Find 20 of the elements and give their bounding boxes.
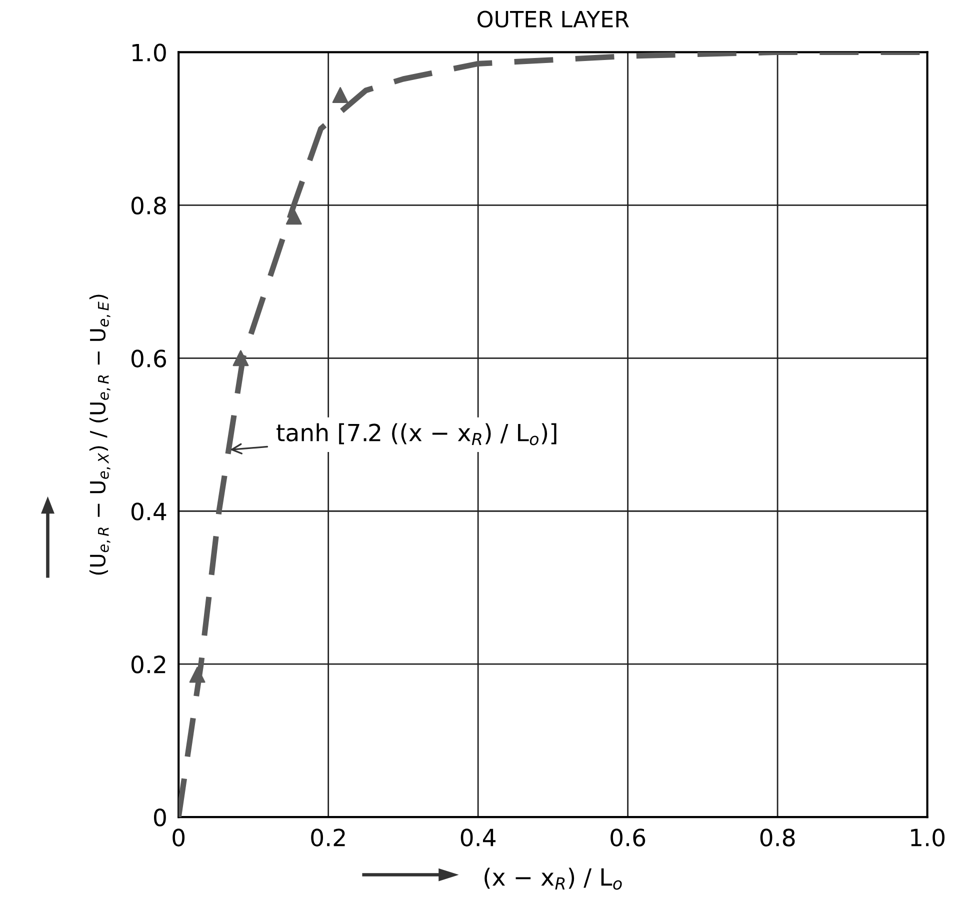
point <box>332 87 348 104</box>
y-tick-label: 0.8 <box>131 196 166 214</box>
x-tick-label: 0.6 <box>610 828 646 846</box>
chart-title: OUTER LAYER <box>478 10 629 28</box>
text: (U$_{e,R}$ − U$_{e,X}$) / (U$_{e,R}$ − U$_{e,E}$) <box>89 294 110 575</box>
y-tick-label: 1.0 <box>132 44 166 62</box>
y-tick-label: 0.6 <box>131 350 166 368</box>
x-tick-label: 0.4 <box>460 828 496 846</box>
point <box>232 350 249 366</box>
x-tick-label: 0.2 <box>311 828 345 846</box>
x-tick-label: 0.8 <box>760 828 795 846</box>
y-tick-label: 0.2 <box>131 656 166 674</box>
y-tick-label: 0.4 <box>131 502 166 520</box>
annotation: tanh [7.2 ((x − x$_{R}$) / L$_{o}$)] <box>276 423 556 446</box>
x-tick-label: 1.0 <box>911 828 945 846</box>
point <box>286 208 302 225</box>
x-axis-title: (x − x$_{R}$) / L$_{o}$ <box>484 868 622 890</box>
point <box>189 666 206 683</box>
x-tick-label: 0 <box>172 828 185 846</box>
y-tick-label: 0 <box>154 808 166 826</box>
